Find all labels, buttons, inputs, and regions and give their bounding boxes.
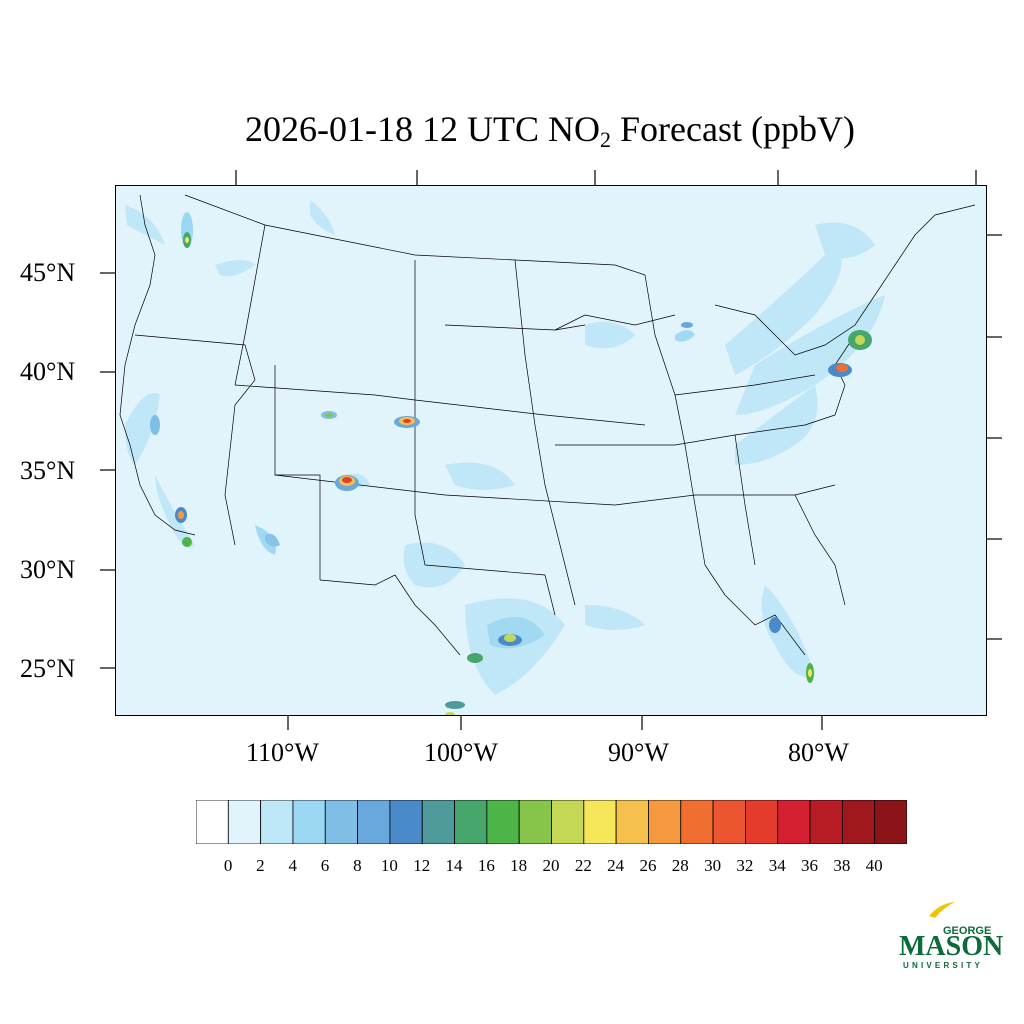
colorbar-tick-label: 32 [736,856,754,875]
colorbar-tick-label: 28 [671,856,689,875]
colorbar-swatch [841,800,876,844]
map-title: 2026-01-18 12 UTC NO2 Forecast (ppbV) [0,108,1024,153]
colorbar-tick-label: 14 [445,856,463,875]
lon-label-100w: 100°W [424,738,498,767]
colorbar-swatch [227,800,262,844]
right-ticks [987,234,1002,640]
colorbar-swatch [551,800,585,844]
colorbar-swatch [777,800,811,844]
lat-label-40: 40°N [20,357,76,386]
colorbar-swatch [357,800,391,844]
colorbar-swatch [680,800,714,844]
colorbar-swatch [648,800,682,844]
colorbar-tick-label: 22 [574,856,592,875]
colorbar-tick-label: 12 [413,856,431,875]
no2-forecast-map [115,185,987,716]
colorbar-swatch [292,800,326,844]
gmu-logo-graphic: GEORGE MASON UNIVERSITY [899,902,1003,970]
title-suffix: Forecast (ppbV) [611,109,855,149]
colorbar-tick-label: 24 [607,856,625,875]
colorbar-tick-label: 4 [288,856,297,875]
colorbar-swatch [486,800,520,844]
colorbar-tick-label: 36 [801,856,819,875]
colorbar-tick-label: 40 [865,856,883,875]
lon-label-110w: 110°W [246,738,319,767]
colorbar-swatch [745,800,779,844]
colorbar-tick-label: 10 [380,856,398,875]
colorbar-swatch [809,800,843,844]
lat-label-25: 25°N [20,654,76,683]
no2-hotspots [150,212,872,716]
boundary-lines [119,194,976,656]
colorbar-tick-label: 2 [256,856,265,875]
colorbar-tick-label: 18 [510,856,528,875]
lat-label-30: 30°N [20,555,76,584]
top-ticks [235,170,977,185]
colorbar-swatch [583,800,617,844]
colorbar-tick-label: 6 [320,856,330,875]
logo-line2: MASON [899,931,1003,962]
title-subscript: 2 [600,127,612,152]
colorbar-tick-label: 38 [833,856,851,875]
logo-line3: UNIVERSITY [903,961,983,970]
colorbar-swatch [518,800,552,844]
colorbar-tick-label: 34 [768,856,786,875]
lon-label-90w: 90°W [608,738,669,767]
colorbar-swatch [874,800,907,844]
colorbar-tick-label: 20 [542,856,560,875]
lat-label-35: 35°N [20,456,76,485]
colorbar-swatch [454,800,488,844]
map-border [115,185,987,716]
colorbar-swatch [712,800,746,844]
left-ticks [100,272,115,669]
colorbar-tick-label: 8 [353,856,362,875]
colorbar-swatch [615,800,649,844]
title-prefix: 2026-01-18 12 UTC NO [245,109,601,149]
colorbar-swatch [196,800,229,844]
colorbar-tick-label: 0 [223,856,233,875]
bottom-ticks [287,716,823,730]
colorbar-swatch [389,800,423,844]
colorbar-swatch [324,800,358,844]
concentration-field [125,200,885,695]
colorbar-swatch [421,800,455,844]
colorbar-tick-label: 26 [639,856,657,875]
lat-label-45: 45°N [20,258,76,287]
colorbar [196,800,907,844]
logo-line1: GEORGE [943,925,991,937]
colorbar-tick-label: 16 [477,856,495,875]
lon-label-80w: 80°W [788,738,849,767]
colorbar-swatch [260,800,294,844]
colorbar-tick-label: 30 [704,856,722,875]
gmu-logo: GEORGE MASON UNIVERSITY [895,898,1005,970]
